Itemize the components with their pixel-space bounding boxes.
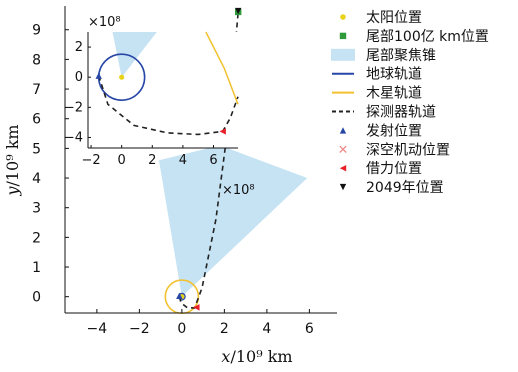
legend-label: 太阳位置 <box>366 10 422 26</box>
main-point-triangle-up <box>176 292 183 299</box>
x-tick-label: 0 <box>177 321 186 337</box>
legend-label: 深空机动位置 <box>366 142 450 158</box>
y-tick-label: 6 <box>32 112 41 128</box>
y-tick-label: 1 <box>32 260 41 276</box>
x-tick-label: −2 <box>129 321 150 337</box>
inset-sun-marker <box>119 74 125 80</box>
y-tick-label: 2 <box>32 230 41 246</box>
y-tick-label: 8 <box>32 52 41 68</box>
inset-jupiter-orbit <box>205 31 239 105</box>
x-tick-label: 4 <box>262 321 271 337</box>
legend-label: 尾部聚焦锥 <box>366 48 436 64</box>
legend-item: 太阳位置 <box>340 10 422 26</box>
inset-x-tick-label: 6 <box>209 153 217 168</box>
main-point-triangle-down <box>234 7 242 15</box>
inset-background <box>88 32 238 148</box>
legend-item: 地球轨道 <box>332 67 422 83</box>
x-tick-label: 6 <box>305 321 314 337</box>
legend-label: 探测器轨道 <box>366 105 436 121</box>
inset-gravity-assist-marker <box>219 128 226 135</box>
legend-label: 发射位置 <box>366 123 422 139</box>
inset-x-tick-label: 4 <box>179 153 187 168</box>
main-plot: −4 −2 0 2 4 6 0 1 2 3 4 5 6 7 8 9 ×10⁸ <box>32 6 337 337</box>
inset-y-tick-label: −4 <box>64 130 83 145</box>
legend-symbol <box>339 145 347 153</box>
legend-symbol <box>331 48 355 61</box>
main-multiplier-annotation: ×10⁸ <box>222 183 255 198</box>
legend-item: 2049年位置 <box>339 180 444 196</box>
legend-symbol <box>340 14 346 20</box>
legend-item: 发射位置 <box>339 123 422 139</box>
legend-label: 2049年位置 <box>366 180 444 196</box>
legend-symbol <box>339 32 347 40</box>
y-tick-label: 4 <box>32 171 41 187</box>
legend-label: 借力位置 <box>366 161 422 177</box>
legend-item: 尾部聚焦锥 <box>331 48 436 64</box>
inset-tail-focus-cone <box>112 32 157 78</box>
legend-symbol <box>339 165 347 172</box>
y-tick-label: 7 <box>32 82 41 98</box>
inset-plot: −2 0 2 4 6 −4 −2 0 2 ×10⁸ <box>64 15 239 168</box>
legend-label: 尾部100亿 km位置 <box>366 29 489 45</box>
inset-x-tick-label: 0 <box>118 153 126 168</box>
legend-item: 借力位置 <box>339 161 422 177</box>
y-tick-label: 5 <box>32 141 41 157</box>
inset-multiplier: ×10⁸ <box>88 15 121 30</box>
legend-item: 木星轨道 <box>332 86 422 102</box>
x-tick-label: −4 <box>87 321 108 337</box>
legend-item: 尾部100亿 km位置 <box>339 29 489 45</box>
y-axis-label: y/10⁹ km <box>3 124 22 196</box>
x-axis-label: x/10⁹ km <box>221 347 292 366</box>
legend-label: 木星轨道 <box>366 86 422 102</box>
main-point-triangle-left <box>193 304 200 311</box>
inset-y-tick-label: 0 <box>75 70 83 85</box>
inset-probe-trajectory <box>97 75 239 136</box>
x-tick-label: 2 <box>220 321 229 337</box>
inset-launch-marker <box>95 72 102 79</box>
y-tick-label: 0 <box>32 290 41 306</box>
legend-label: 地球轨道 <box>366 67 422 83</box>
legend-item: 深空机动位置 <box>339 142 450 158</box>
inset-x-tick-label: 2 <box>148 153 156 168</box>
legend-item: 探测器轨道 <box>332 105 436 121</box>
inset-x-tick-label: −2 <box>81 153 100 168</box>
legend-symbol <box>339 183 347 191</box>
tail-focus-cone <box>158 145 308 297</box>
legend-symbol <box>339 127 347 134</box>
y-tick-label: 3 <box>32 201 41 217</box>
inset-y-tick-label: 2 <box>75 40 83 55</box>
y-tick-label: 9 <box>32 23 41 39</box>
inset-y-tick-label: −2 <box>64 100 83 115</box>
